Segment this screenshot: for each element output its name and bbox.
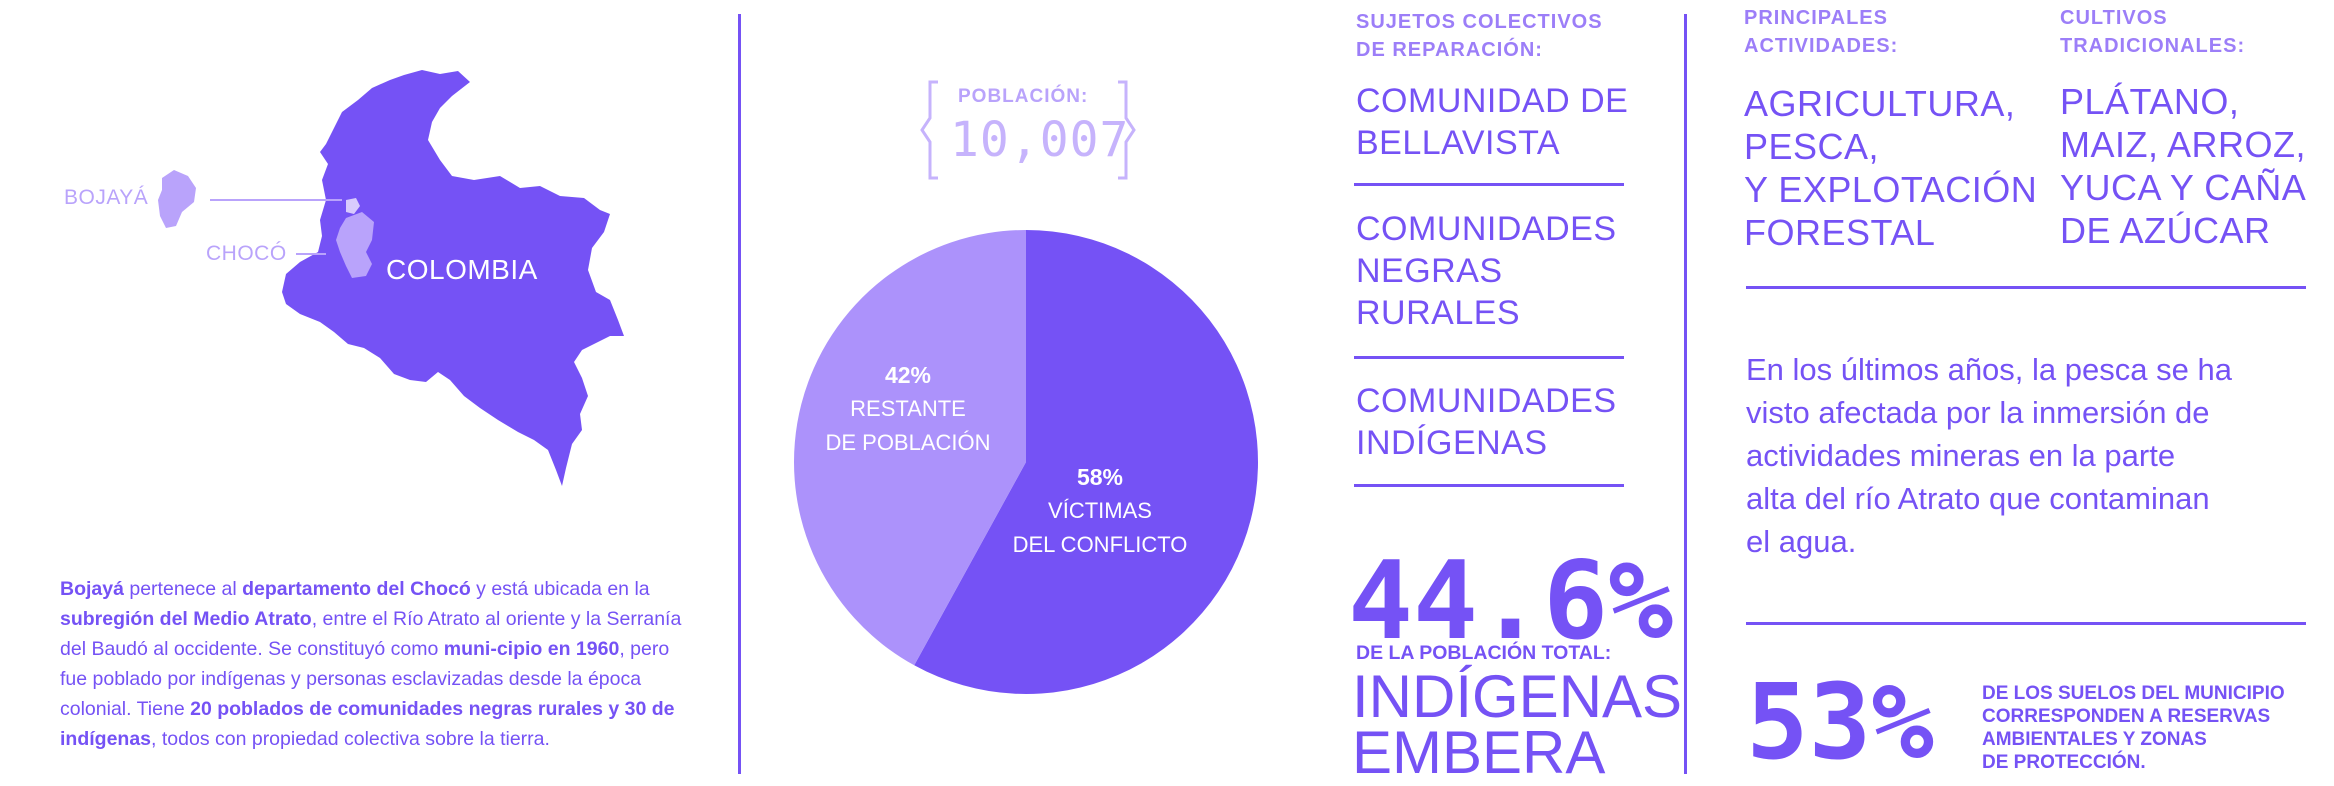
right-divider-2 bbox=[1746, 622, 2306, 625]
sujeto-item-bellavista: COMUNIDAD DE BELLAVISTA bbox=[1356, 80, 1628, 164]
slice-label-remaining: 42% RESTANTE DE POBLACIÓN bbox=[808, 358, 1008, 460]
soil-caption: DE LOS SUELOS DEL MUNICIPIO CORRESPONDEN… bbox=[1982, 682, 2285, 774]
paragraph-line: actividades mineras en la parte bbox=[1746, 438, 2176, 473]
description-part: , pero fue poblado por indígenas y perso… bbox=[60, 638, 670, 720]
slice-label-victims: 58% VÍCTIMAS DEL CONFLICTO bbox=[1000, 460, 1200, 562]
fishing-paragraph: En los últimos años, la pesca se ha vist… bbox=[1746, 348, 2326, 563]
sujeto-item-indigenas: COMUNIDADES INDÍGENAS bbox=[1356, 380, 1617, 464]
paragraph-line: alta del río Atrato que contaminan bbox=[1746, 481, 2210, 516]
description-part: , todos con propiedad colectiva sobre la… bbox=[151, 728, 550, 750]
description-part: departamento del Chocó bbox=[242, 578, 471, 600]
remaining-line1: RESTANTE bbox=[850, 396, 966, 421]
cultivo-line: PLÁTANO, bbox=[2060, 81, 2240, 122]
sujetos-divider-2 bbox=[1354, 356, 1624, 359]
population-pie-chart bbox=[794, 229, 1258, 694]
colombia-shape bbox=[282, 70, 624, 486]
soil-caption-line: CORRESPONDEN A RESERVAS bbox=[1982, 706, 2271, 727]
description-part: muni-cipio en 1960 bbox=[443, 638, 620, 660]
cultivo-line: YUCA Y CAÑA bbox=[2060, 167, 2307, 208]
sujeto-item-line: COMUNIDADES bbox=[1356, 382, 1617, 420]
bojaya-label: BOJAYÁ bbox=[64, 186, 149, 209]
sujetos-heading-line2: DE REPARACIÓN: bbox=[1356, 39, 1543, 61]
sujeto-item-line: INDÍGENAS bbox=[1356, 424, 1548, 462]
description-part: y está ubicada en la bbox=[470, 578, 650, 600]
indigenous-word-1: INDÍGENAS bbox=[1352, 663, 1683, 730]
cultivos-heading: CULTIVOS TRADICIONALES: bbox=[2060, 4, 2245, 60]
victims-line2: DEL CONFLICTO bbox=[1012, 532, 1188, 557]
description-part: Bojayá bbox=[60, 578, 124, 600]
municipality-description: Bojayá pertenece al departamento del Cho… bbox=[60, 574, 685, 754]
soil-percentage: 53% bbox=[1746, 661, 1934, 783]
actividades-list: AGRICULTURA, PESCA, Y EXPLOTACIÓN FOREST… bbox=[1744, 82, 2037, 254]
cultivos-heading-line1: CULTIVOS bbox=[2060, 7, 2168, 29]
paragraph-line: visto afectada por la inmersión de bbox=[1746, 395, 2210, 430]
actividad-line: Y EXPLOTACIÓN bbox=[1744, 169, 2038, 210]
divider-left bbox=[738, 14, 741, 774]
population-value: 10,007 bbox=[950, 112, 1130, 168]
paragraph-line: el agua. bbox=[1746, 524, 1857, 559]
divider-right bbox=[1684, 14, 1687, 774]
sujetos-heading-line1: SUJETOS COLECTIVOS bbox=[1356, 11, 1603, 33]
colombia-map bbox=[158, 70, 624, 486]
sujeto-item-line: BELLAVISTA bbox=[1356, 124, 1561, 162]
indigenous-word-2: EMBERA bbox=[1352, 719, 1606, 786]
paragraph-line: En los últimos años, la pesca se ha bbox=[1746, 352, 2232, 387]
sujetos-divider-3 bbox=[1354, 484, 1624, 487]
actividades-heading-line2: ACTIVIDADES: bbox=[1744, 35, 1899, 57]
sujetos-divider-1 bbox=[1354, 183, 1624, 186]
cultivos-heading-line2: TRADICIONALES: bbox=[2060, 35, 2246, 57]
remaining-line2: DE POBLACIÓN bbox=[825, 430, 991, 455]
choco-region bbox=[336, 212, 374, 278]
sujeto-item-line: COMUNIDAD DE bbox=[1356, 82, 1629, 120]
population-brackets bbox=[920, 80, 1136, 180]
pie-slice-0 bbox=[914, 230, 1258, 694]
remaining-pct: 42% bbox=[884, 362, 932, 388]
country-label: COLOMBIA bbox=[386, 254, 538, 285]
actividad-line: PESCA, bbox=[1744, 126, 1880, 167]
cultivo-line: MAIZ, ARROZ, bbox=[2060, 124, 2307, 165]
sujeto-item-line: COMUNIDADES bbox=[1356, 210, 1617, 248]
sujeto-item-negras: COMUNIDADES NEGRAS RURALES bbox=[1356, 208, 1617, 334]
bojaya-locator bbox=[346, 198, 360, 214]
actividad-line: AGRICULTURA, bbox=[1744, 83, 2016, 124]
population-label: POBLACIÓN: bbox=[958, 86, 1089, 107]
soil-caption-line: AMBIENTALES Y ZONAS bbox=[1982, 729, 2207, 750]
actividad-line: FORESTAL bbox=[1744, 212, 1936, 253]
description-part: pertenece al bbox=[123, 578, 243, 600]
cultivo-line: DE AZÚCAR bbox=[2060, 210, 2271, 251]
victims-pct: 58% bbox=[1076, 464, 1124, 490]
actividades-heading: PRINCIPALES ACTIVIDADES: bbox=[1744, 4, 1898, 60]
sujeto-item-line: RURALES bbox=[1356, 294, 1521, 332]
soil-caption-line: DE PROTECCIÓN. bbox=[1982, 752, 2146, 773]
choco-label: CHOCÓ bbox=[206, 242, 287, 265]
sujetos-heading: SUJETOS COLECTIVOS DE REPARACIÓN: bbox=[1356, 8, 1603, 64]
bojaya-outline bbox=[158, 170, 196, 228]
description-part: , entre el Río Atrato al oriente y la Se… bbox=[60, 608, 682, 660]
actividades-heading-line1: PRINCIPALES bbox=[1744, 7, 1888, 29]
soil-caption-line: DE LOS SUELOS DEL MUNICIPIO bbox=[1982, 683, 2285, 704]
description-part: subregión del Medio Atrato bbox=[60, 608, 312, 630]
victims-line1: VÍCTIMAS bbox=[1048, 498, 1152, 523]
pie-slice-1 bbox=[794, 229, 1026, 666]
description-part: 20 poblados de comunidades negras rurale… bbox=[60, 698, 675, 750]
indigenous-percentage: 44.6% bbox=[1348, 539, 1674, 664]
indigenous-caption: DE LA POBLACIÓN TOTAL: bbox=[1356, 642, 1612, 664]
sujeto-item-line: NEGRAS bbox=[1356, 252, 1503, 290]
cultivos-list: PLÁTANO, MAIZ, ARROZ, YUCA Y CAÑA DE AZÚ… bbox=[2060, 80, 2306, 252]
right-divider-1 bbox=[1746, 286, 2306, 289]
